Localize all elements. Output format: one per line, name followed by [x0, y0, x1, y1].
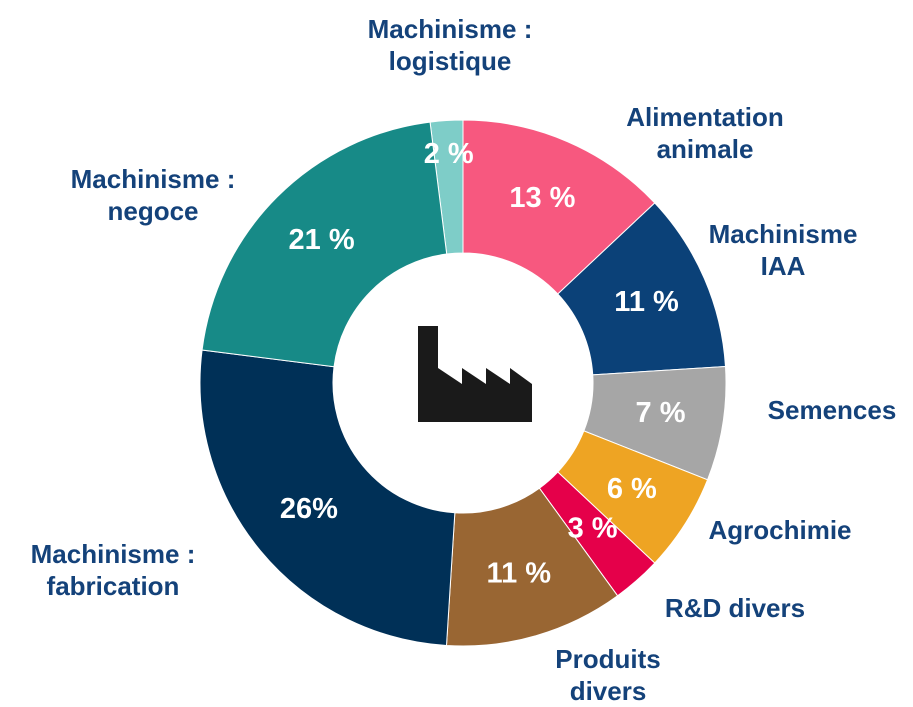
- category-label: R&D divers: [664, 593, 806, 623]
- value-label: 6 %: [607, 473, 657, 505]
- category-label: Machinisme : logistique: [367, 14, 533, 76]
- category-label: Agrochimie: [708, 515, 852, 545]
- value-label: 13 %: [509, 182, 575, 214]
- category-label: Machinisme IAA: [708, 219, 858, 281]
- donut-slice: [199, 349, 456, 647]
- category-label: Alimentation animale: [626, 102, 784, 164]
- category-label: Machinisme : negoce: [70, 164, 236, 226]
- factory-icon: [418, 326, 532, 422]
- value-label: 2 %: [424, 138, 474, 170]
- value-label: 26%: [280, 493, 338, 525]
- value-label: 7 %: [636, 397, 686, 429]
- category-label: Semences: [767, 395, 897, 425]
- category-label: Machinisme : fabrication: [30, 539, 196, 601]
- value-label: 11 %: [614, 286, 679, 318]
- value-label: 11 %: [487, 558, 552, 590]
- category-label: Produits divers: [555, 644, 661, 706]
- value-label: 3 %: [568, 513, 618, 545]
- donut-slice: [201, 121, 448, 368]
- value-label: 21 %: [289, 224, 355, 256]
